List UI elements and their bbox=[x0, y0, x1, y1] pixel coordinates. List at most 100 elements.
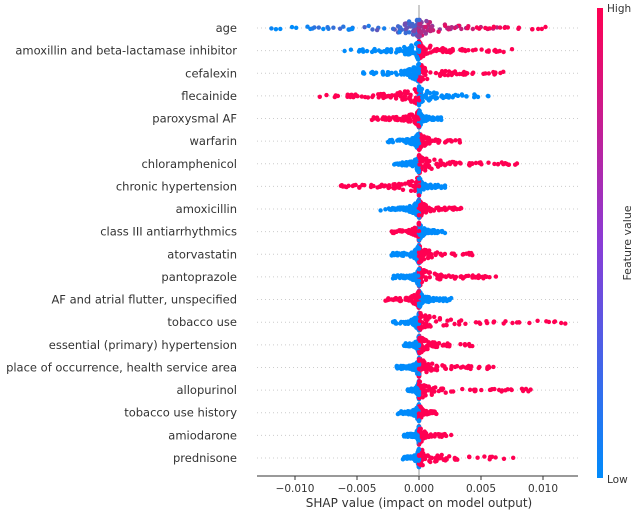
shap-point bbox=[477, 274, 483, 280]
shap-point bbox=[444, 298, 450, 304]
shap-point bbox=[423, 249, 428, 254]
shap-point bbox=[344, 184, 349, 190]
shap-point bbox=[492, 161, 497, 167]
shap-point bbox=[473, 160, 479, 166]
shap-point bbox=[359, 94, 364, 99]
shap-point bbox=[452, 321, 457, 327]
shap-point bbox=[353, 182, 358, 188]
shap-point bbox=[434, 91, 439, 96]
shap-point bbox=[486, 48, 491, 53]
shap-point bbox=[424, 89, 430, 95]
shap-point bbox=[403, 114, 408, 119]
shap-point bbox=[380, 69, 385, 75]
shap-point bbox=[411, 29, 417, 34]
shap-point bbox=[416, 267, 422, 272]
shap-point bbox=[416, 17, 422, 23]
shap-point bbox=[411, 301, 416, 306]
shap-point bbox=[427, 314, 432, 319]
shap-point bbox=[433, 344, 438, 350]
shap-point bbox=[412, 256, 418, 261]
shap-point bbox=[412, 97, 418, 103]
shap-point bbox=[491, 69, 496, 75]
shap-point bbox=[395, 138, 400, 143]
shap-point bbox=[410, 226, 415, 232]
shap-point bbox=[389, 93, 395, 98]
shap-point bbox=[413, 226, 419, 231]
shap-point bbox=[450, 274, 456, 279]
points bbox=[269, 17, 568, 470]
shap-point bbox=[457, 71, 462, 77]
shap-point bbox=[406, 138, 411, 143]
shap-point bbox=[439, 229, 445, 235]
shap-point bbox=[431, 298, 436, 304]
shap-point bbox=[428, 28, 433, 34]
shap-point bbox=[487, 457, 492, 462]
shap-point bbox=[446, 25, 451, 30]
shap-point bbox=[465, 26, 470, 31]
shap-point bbox=[535, 318, 540, 323]
shap-point bbox=[375, 117, 381, 122]
shap-point bbox=[474, 25, 479, 30]
shap-point bbox=[473, 387, 478, 392]
shap-point bbox=[269, 26, 274, 31]
shap-point bbox=[416, 61, 422, 66]
shap-point bbox=[420, 181, 426, 186]
x-axis-ticks: −0.010 −0.005 0.000 0.005 0.010 bbox=[276, 476, 558, 495]
shap-point bbox=[374, 27, 380, 33]
shap-point bbox=[435, 297, 441, 303]
shap-point bbox=[386, 115, 392, 120]
shap-point bbox=[471, 70, 476, 75]
shap-point bbox=[432, 410, 437, 416]
shap-point bbox=[392, 206, 397, 211]
shap-point bbox=[499, 160, 504, 165]
shap-point bbox=[414, 405, 419, 411]
shap-point bbox=[412, 120, 417, 125]
shap-point bbox=[407, 30, 412, 35]
shap-point bbox=[435, 205, 440, 211]
shap-point bbox=[393, 161, 399, 167]
shap-point bbox=[416, 418, 422, 423]
shap-point bbox=[381, 95, 386, 101]
colorbar-low-label: Low bbox=[607, 474, 628, 486]
shap-point bbox=[402, 163, 407, 168]
shap-point bbox=[416, 141, 422, 146]
shap-point bbox=[400, 411, 406, 416]
shap-point bbox=[413, 203, 419, 208]
shap-point bbox=[436, 341, 442, 346]
shap-point bbox=[426, 299, 431, 305]
shap-point bbox=[386, 206, 391, 211]
shap-point bbox=[364, 48, 370, 54]
shap-point bbox=[389, 297, 394, 302]
shap-point bbox=[421, 69, 426, 74]
shap-point bbox=[421, 50, 427, 55]
shap-point bbox=[422, 435, 428, 440]
shap-point bbox=[438, 158, 443, 163]
shap-point bbox=[416, 282, 422, 288]
shap-point bbox=[416, 117, 421, 122]
shap-point bbox=[433, 459, 438, 464]
shap-point bbox=[417, 335, 422, 341]
shap-point bbox=[416, 447, 421, 453]
shap-point bbox=[402, 251, 408, 256]
shap-point bbox=[450, 251, 455, 257]
shap-point bbox=[501, 321, 506, 326]
shap-point bbox=[411, 231, 416, 237]
shap-point bbox=[552, 319, 558, 324]
shap-point bbox=[416, 389, 422, 394]
shap-point bbox=[517, 320, 522, 325]
shap-point bbox=[427, 20, 433, 25]
shap-point bbox=[457, 138, 462, 143]
shap-point bbox=[453, 138, 458, 143]
shap-point bbox=[403, 364, 409, 369]
shap-point bbox=[449, 432, 454, 438]
shap-point bbox=[426, 98, 432, 103]
shap-point bbox=[419, 135, 424, 141]
x-tick-label: −0.010 bbox=[276, 483, 315, 495]
shap-point bbox=[427, 137, 432, 142]
shap-point bbox=[433, 70, 439, 76]
shap-point bbox=[447, 454, 452, 459]
shap-point bbox=[501, 456, 507, 461]
shap-point bbox=[439, 185, 444, 191]
shap-point bbox=[465, 71, 470, 76]
shap-point bbox=[455, 93, 461, 99]
